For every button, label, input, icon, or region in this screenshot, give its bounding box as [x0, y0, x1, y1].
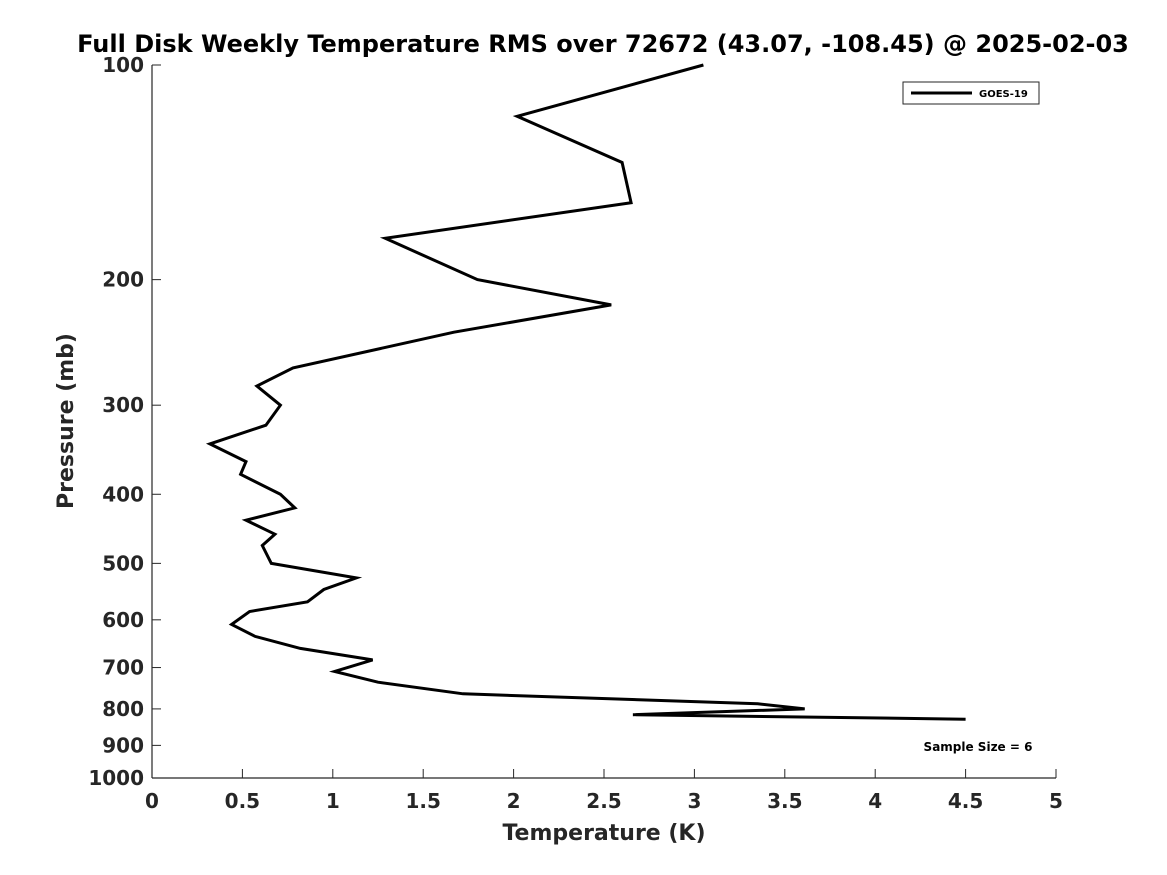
x-tick-label: 4.5 [948, 789, 983, 813]
y-axis-ticks: 100 200 300 400 500 600 700 800 900 1000 [88, 53, 161, 790]
y-tick-label: 1000 [88, 766, 144, 790]
x-axis-label: Temperature (K) [502, 821, 705, 846]
chart-title: Full Disk Weekly Temperature RMS over 72… [77, 30, 1129, 58]
plot-axes [151, 65, 1056, 779]
x-tick-label: 0.5 [225, 789, 260, 813]
x-tick-label: 4 [868, 789, 882, 813]
y-tick-label: 800 [102, 697, 144, 721]
x-tick-label: 0 [145, 789, 159, 813]
x-tick-label: 5 [1049, 789, 1063, 813]
x-tick-label: 1 [326, 789, 340, 813]
x-axis-ticks: 0 0.5 1 1.5 2 2.5 3 3.5 4 4.5 5 [145, 769, 1063, 813]
y-tick-label: 200 [102, 268, 144, 292]
y-tick-label: 300 [102, 393, 144, 417]
legend-label-goes-19: GOES-19 [979, 89, 1028, 100]
y-tick-label: 900 [102, 733, 144, 757]
y-tick-label: 500 [102, 551, 144, 575]
y-tick-label: 400 [102, 482, 144, 506]
y-axis-label: Pressure (mb) [54, 333, 79, 509]
x-tick-label: 3 [687, 789, 701, 813]
x-tick-label: 2 [507, 789, 521, 813]
y-tick-label: 100 [102, 53, 144, 77]
x-tick-label: 1.5 [405, 789, 440, 813]
x-tick-label: 2.5 [586, 789, 621, 813]
series-line-goes-19 [205, 63, 966, 721]
y-tick-label: 600 [102, 608, 144, 632]
y-tick-label: 700 [102, 656, 144, 680]
sample-size-annotation: Sample Size = 6 [924, 740, 1033, 754]
series-layer [205, 63, 966, 721]
legend: GOES-19 [902, 81, 1040, 105]
x-tick-label: 3.5 [767, 789, 802, 813]
